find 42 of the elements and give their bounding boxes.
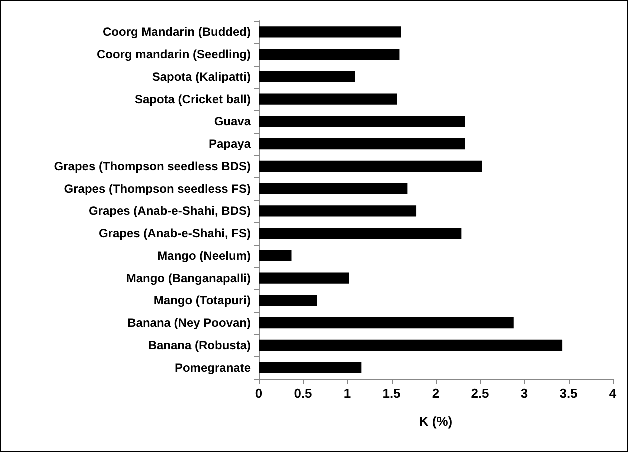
x-axis-title: K (%) xyxy=(419,414,453,429)
x-tick-label: 4 xyxy=(609,386,618,401)
x-tick-label: 2.5 xyxy=(471,386,490,401)
y-tick-label: Pomegranate xyxy=(174,360,252,375)
x-tick-label: 0 xyxy=(255,386,263,401)
x-tick-label: 0.5 xyxy=(294,386,312,401)
y-tick-label: Sapota (Kalipatti) xyxy=(152,70,252,84)
bar xyxy=(259,295,318,306)
x-tick-label: 3.5 xyxy=(560,386,578,401)
x-tick-label: 1.5 xyxy=(382,386,401,401)
bar xyxy=(259,206,417,217)
y-tick-label: Grapes (Anab-e-Shahi, FS) xyxy=(98,226,251,241)
bar xyxy=(259,183,408,194)
y-tick-label: Sapota (Cricket ball) xyxy=(134,92,251,106)
x-tick-label: 2 xyxy=(432,386,440,401)
bar xyxy=(259,138,466,150)
bar xyxy=(259,94,398,105)
y-tick-label: Guava xyxy=(214,114,252,129)
y-tick-label: Papaya xyxy=(208,137,252,152)
y-tick-label: Coorg mandarin (Seedling) xyxy=(96,48,251,62)
y-tick-label: Mango (Totapuri) xyxy=(154,294,251,308)
y-tick-label: Banana (Robusta) xyxy=(148,338,251,352)
y-tick-label: Grapes (Thompson seedless FS) xyxy=(64,182,251,196)
bar xyxy=(259,272,350,284)
bar xyxy=(259,250,292,262)
bar xyxy=(259,228,462,240)
y-tick-label: Mango (Neelum) xyxy=(158,248,251,263)
y-tick-label: Grapes (Anab-e-Shahi, BDS) xyxy=(88,204,251,218)
x-tick-label: 3 xyxy=(520,386,528,401)
x-tick-label: 1 xyxy=(344,386,352,401)
bar xyxy=(259,71,356,83)
bar xyxy=(259,340,563,352)
bar xyxy=(259,48,400,60)
bar xyxy=(259,317,514,329)
bar xyxy=(259,116,466,128)
y-tick-label: Coorg Mandarin (Budded) xyxy=(103,25,252,40)
y-tick-label: Grapes (Thompson seedless BDS) xyxy=(54,159,251,174)
bar xyxy=(259,362,362,374)
bar xyxy=(259,26,402,38)
bar xyxy=(259,160,482,172)
y-tick-label: Banana (Ney Poovan) xyxy=(128,316,251,330)
y-tick-label: Mango (Banganapalli) xyxy=(126,271,251,286)
